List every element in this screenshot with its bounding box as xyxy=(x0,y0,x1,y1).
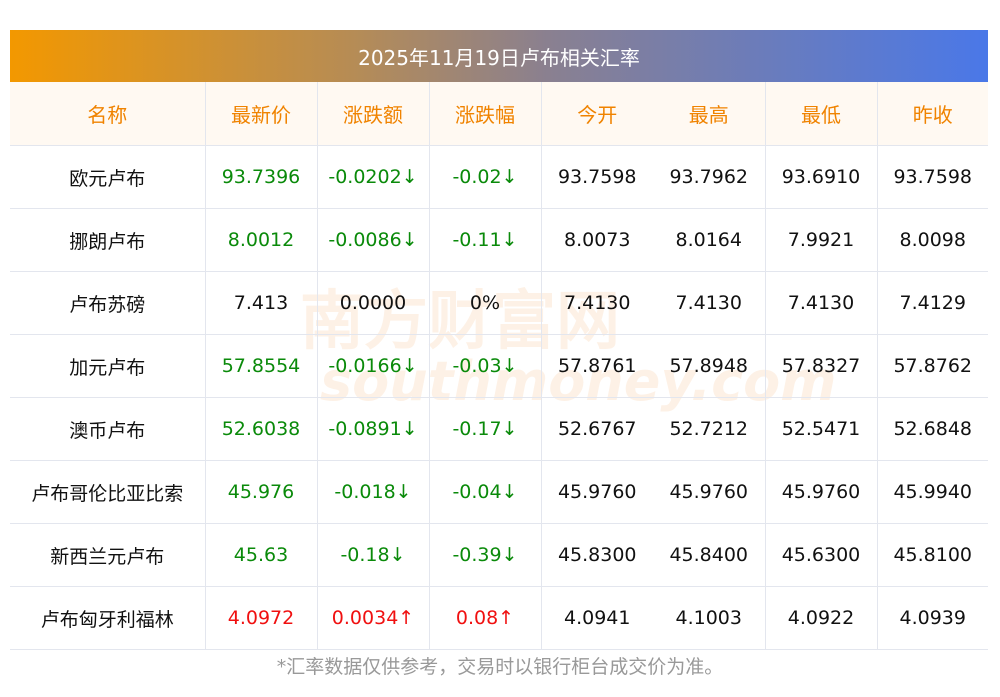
cell-open: 45.9760 xyxy=(540,460,653,524)
cell-open: 4.0941 xyxy=(540,586,653,650)
col-change: 涨跌额 xyxy=(316,82,429,146)
cell-latest: 45.976 xyxy=(204,460,317,524)
cell-high: 7.4130 xyxy=(653,271,765,335)
cell-pct: -0.11↓ xyxy=(428,208,541,272)
cell-open: 7.4130 xyxy=(540,271,653,335)
table-row: 欧元卢布 93.7396 -0.0202↓ -0.02↓ 93.7598 93.7962 9… xyxy=(10,145,988,209)
cell-pct: -0.39↓ xyxy=(428,523,541,587)
table-row: 挪朗卢布 8.0012 -0.0086↓ -0.11↓ 8.0073 8.0164 7.99… xyxy=(10,208,988,272)
cell-high: 45.8400 xyxy=(653,523,765,587)
cell-low: 52.5471 xyxy=(764,397,877,461)
cell-latest: 4.0972 xyxy=(204,586,317,650)
cell-name: 澳币卢布 xyxy=(10,397,205,461)
cell-latest: 93.7396 xyxy=(204,145,317,209)
cell-low: 57.8327 xyxy=(764,334,877,398)
cell-name: 新西兰元卢布 xyxy=(10,523,205,587)
cell-low: 7.4130 xyxy=(764,271,877,335)
cell-change: 0.0000 xyxy=(316,271,429,335)
cell-name: 挪朗卢布 xyxy=(10,208,205,272)
col-latest: 最新价 xyxy=(204,82,317,146)
cell-prev: 57.8762 xyxy=(876,334,988,398)
cell-open: 93.7598 xyxy=(540,145,653,209)
cell-low: 45.6300 xyxy=(764,523,877,587)
cell-latest: 8.0012 xyxy=(204,208,317,272)
cell-prev: 93.7598 xyxy=(876,145,988,209)
cell-name: 卢布苏磅 xyxy=(10,271,205,335)
disclaimer: *汇率数据仅供参考，交易时以银行柜台成交价为准。 xyxy=(276,656,724,678)
cell-high: 52.7212 xyxy=(653,397,765,461)
cell-prev: 45.8100 xyxy=(876,523,988,587)
table-row: 卢布哥伦比亚比索 45.976 -0.018↓ -0.04↓ 45.9760 45.976… xyxy=(10,460,988,524)
cell-latest: 45.63 xyxy=(204,523,317,587)
cell-pct: 0.08↑ xyxy=(428,586,541,650)
table-row: 卢布匈牙利福林 4.0972 0.0034↑ 0.08↑ 4.0941 4.1003 4.0… xyxy=(10,586,988,650)
cell-pct: 0% xyxy=(428,271,541,335)
cell-prev: 8.0098 xyxy=(876,208,988,272)
cell-change: -0.0202↓ xyxy=(316,145,429,209)
exchange-rate-table: 名称 最新价 涨跌额 涨跌幅 今开 最高 最低 昨收 欧元卢布 93.7396 -0… xyxy=(10,82,988,650)
cell-latest: 52.6038 xyxy=(204,397,317,461)
cell-high: 57.8948 xyxy=(653,334,765,398)
cell-high: 4.1003 xyxy=(653,586,765,650)
cell-open: 45.8300 xyxy=(540,523,653,587)
cell-high: 8.0164 xyxy=(653,208,765,272)
cell-pct: -0.02↓ xyxy=(428,145,541,209)
cell-open: 57.8761 xyxy=(540,334,653,398)
col-high: 最高 xyxy=(653,82,765,146)
cell-name: 加元卢布 xyxy=(10,334,205,398)
cell-open: 52.6767 xyxy=(540,397,653,461)
cell-low: 93.6910 xyxy=(764,145,877,209)
cell-pct: -0.03↓ xyxy=(428,334,541,398)
cell-name: 欧元卢布 xyxy=(10,145,205,209)
col-pct: 涨跌幅 xyxy=(428,82,541,146)
cell-change: -0.018↓ xyxy=(316,460,429,524)
cell-latest: 57.8554 xyxy=(204,334,317,398)
cell-prev: 4.0939 xyxy=(876,586,988,650)
cell-change: -0.0891↓ xyxy=(316,397,429,461)
cell-change: -0.18↓ xyxy=(316,523,429,587)
cell-pct: -0.04↓ xyxy=(428,460,541,524)
cell-change: 0.0034↑ xyxy=(316,586,429,650)
table-row: 加元卢布 57.8554 -0.0166↓ -0.03↓ 57.8761 57.8948 5… xyxy=(10,334,988,398)
col-name: 名称 xyxy=(10,82,205,146)
col-prev: 昨收 xyxy=(876,82,988,146)
cell-pct: -0.17↓ xyxy=(428,397,541,461)
cell-open: 8.0073 xyxy=(540,208,653,272)
cell-high: 93.7962 xyxy=(653,145,765,209)
cell-change: -0.0086↓ xyxy=(316,208,429,272)
table-title: 2025年11月19日卢布相关汇率 xyxy=(10,30,988,82)
cell-name: 卢布匈牙利福林 xyxy=(10,586,205,650)
cell-prev: 52.6848 xyxy=(876,397,988,461)
cell-prev: 45.9940 xyxy=(876,460,988,524)
table-row: 新西兰元卢布 45.63 -0.18↓ -0.39↓ 45.8300 45.8400 45.… xyxy=(10,523,988,587)
cell-latest: 7.413 xyxy=(204,271,317,335)
col-low: 最低 xyxy=(764,82,877,146)
cell-low: 7.9921 xyxy=(764,208,877,272)
cell-high: 45.9760 xyxy=(653,460,765,524)
col-open: 今开 xyxy=(540,82,653,146)
cell-name: 卢布哥伦比亚比索 xyxy=(10,460,205,524)
table-row: 澳币卢布 52.6038 -0.0891↓ -0.17↓ 52.6767 52.7212 5… xyxy=(10,397,988,461)
table-row: 卢布苏磅 7.413 0.0000 0% 7.4130 7.4130 7.4130 7.412… xyxy=(10,271,988,335)
cell-low: 4.0922 xyxy=(764,586,877,650)
cell-prev: 7.4129 xyxy=(876,271,988,335)
cell-low: 45.9760 xyxy=(764,460,877,524)
header-row: 名称 最新价 涨跌额 涨跌幅 今开 最高 最低 昨收 xyxy=(10,82,988,146)
cell-change: -0.0166↓ xyxy=(316,334,429,398)
